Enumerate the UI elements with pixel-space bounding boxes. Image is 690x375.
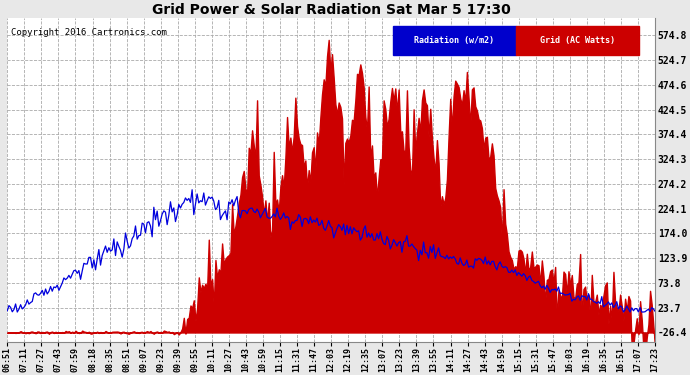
FancyBboxPatch shape bbox=[516, 26, 639, 55]
FancyBboxPatch shape bbox=[393, 26, 516, 55]
Text: Radiation (w/m2): Radiation (w/m2) bbox=[414, 36, 494, 45]
Title: Grid Power & Solar Radiation Sat Mar 5 17:30: Grid Power & Solar Radiation Sat Mar 5 1… bbox=[152, 3, 511, 17]
Text: Grid (AC Watts): Grid (AC Watts) bbox=[540, 36, 615, 45]
Text: Copyright 2016 Cartronics.com: Copyright 2016 Cartronics.com bbox=[10, 28, 166, 37]
